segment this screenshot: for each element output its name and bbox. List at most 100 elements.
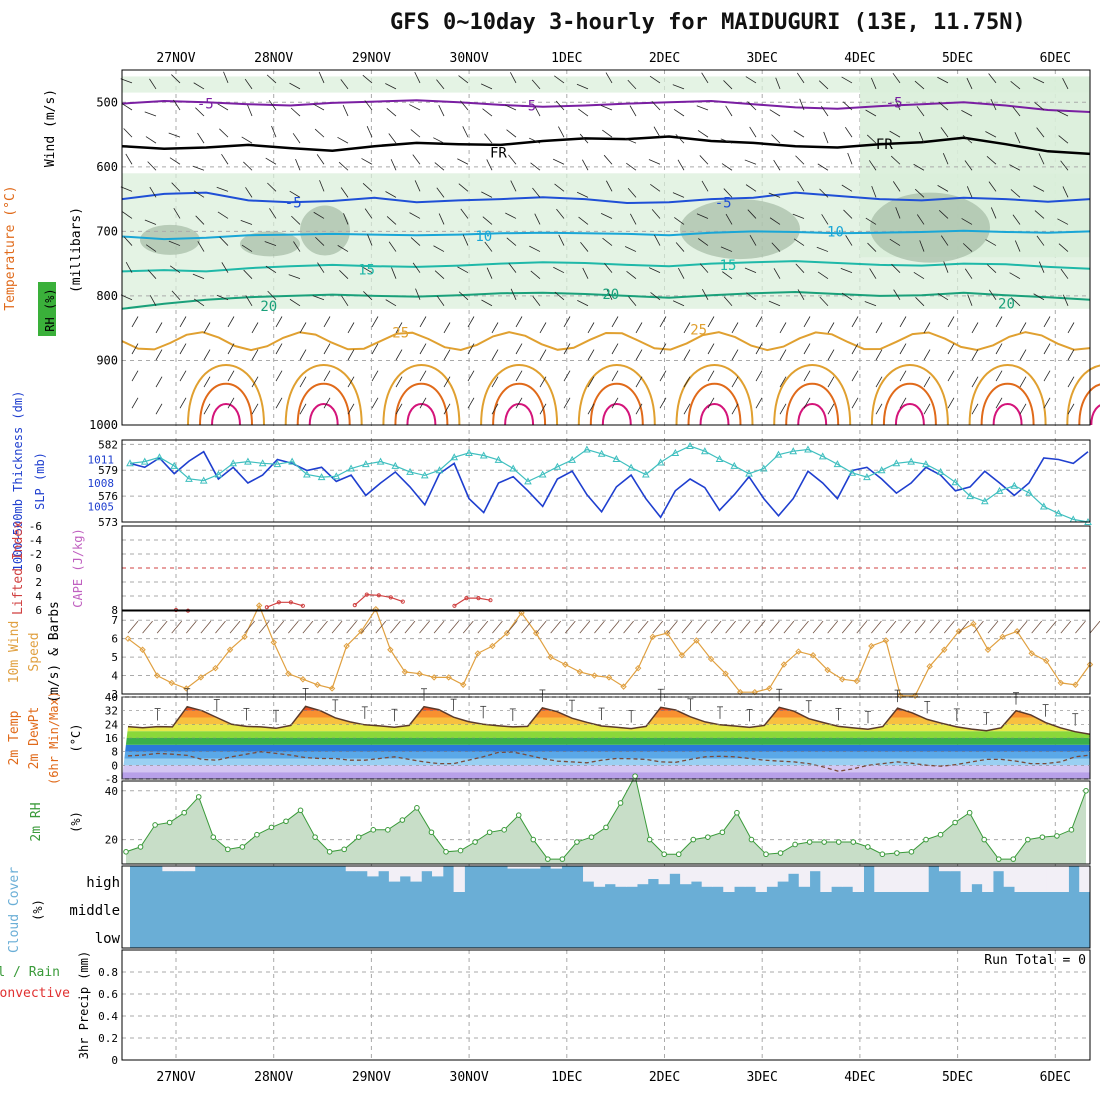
precip-tick-label: 0.8 xyxy=(98,966,118,979)
lifted-point xyxy=(364,592,369,597)
contour-label: -5 xyxy=(886,95,903,111)
wind-barb xyxy=(289,82,301,90)
wind-barb xyxy=(317,620,328,634)
wind-barb xyxy=(185,620,197,634)
wind-barb xyxy=(964,160,973,171)
wind-barb xyxy=(683,403,691,415)
wind-barb xyxy=(985,131,997,138)
wind-barb xyxy=(386,107,397,117)
wind-barb xyxy=(443,403,451,415)
wind-point xyxy=(474,650,482,657)
wind-barb xyxy=(891,263,901,273)
lifted-point xyxy=(288,600,293,605)
cloud-high-bar xyxy=(895,866,908,892)
wind-barb xyxy=(443,322,451,334)
isotherm-40-bump xyxy=(504,403,535,426)
wind-barb xyxy=(856,620,868,634)
isotherm-contour xyxy=(121,191,1091,205)
wind-barb xyxy=(962,134,973,144)
wind-barb xyxy=(221,262,229,273)
wind-barb xyxy=(875,376,883,388)
wind-barb xyxy=(961,110,973,117)
wind-barb xyxy=(651,100,661,111)
wind-barb xyxy=(1062,186,1069,198)
wind-barb xyxy=(723,80,733,90)
wind-barb xyxy=(535,620,547,634)
wind-barb xyxy=(142,620,153,634)
wind-barb xyxy=(947,343,955,355)
wind-barb xyxy=(783,620,795,634)
wind-barb xyxy=(486,267,493,279)
wind-barb xyxy=(371,397,379,409)
cloud-high-bar xyxy=(378,866,390,872)
wind-barb xyxy=(938,101,949,111)
wind-barb xyxy=(971,376,979,388)
thickness-point xyxy=(538,470,547,478)
wind-barb xyxy=(611,370,619,382)
wind-barb xyxy=(462,620,474,634)
wind-barb xyxy=(1043,397,1051,409)
wind-barb xyxy=(323,343,331,355)
cloud-high-bar xyxy=(367,866,379,877)
rh2m-point xyxy=(734,809,740,816)
wind-barb xyxy=(219,128,229,138)
wind-barb xyxy=(410,129,421,138)
wind-point xyxy=(911,692,919,700)
rh-shade-patch xyxy=(300,205,350,256)
wind-point xyxy=(430,674,438,681)
wind-barb xyxy=(515,397,523,409)
temp-color-band xyxy=(122,710,1090,718)
wind-barb xyxy=(913,271,925,280)
wind-barb xyxy=(539,349,547,361)
cloud-high-bar xyxy=(777,866,789,882)
wind-barb xyxy=(363,291,373,301)
wind-barb xyxy=(995,316,1003,328)
wind-barb xyxy=(673,108,685,117)
wind-barb xyxy=(244,620,255,634)
wind-barb xyxy=(217,103,229,111)
cloud-high-bar xyxy=(885,866,897,892)
wind-speed-line xyxy=(127,603,1091,697)
wind-barb xyxy=(258,620,270,634)
wind-barb xyxy=(390,159,397,171)
lifted-axis-label: Lifted Index xyxy=(11,521,26,615)
wind10-speed-label: Speed xyxy=(27,632,42,671)
wind-barb xyxy=(510,72,517,84)
wind-barb xyxy=(576,191,589,198)
wind-barb xyxy=(192,165,205,171)
wind-barb xyxy=(649,75,661,84)
wind-barb xyxy=(240,219,253,225)
cloud-high-bar xyxy=(529,866,541,869)
cloud-high-bar xyxy=(636,866,649,885)
isotherm-40-bump xyxy=(894,403,925,426)
wind10-axis-label: 10m Wind xyxy=(7,621,22,684)
cloud-high-bar xyxy=(766,866,778,887)
wind-barb xyxy=(947,370,955,382)
cloud-high-bar xyxy=(852,866,864,892)
isotherm-40-bump xyxy=(797,403,828,426)
wind-barb xyxy=(923,349,931,361)
t2m-unit-label: (°C) xyxy=(69,724,83,753)
wind-point xyxy=(897,692,904,700)
wind-barb xyxy=(827,403,835,415)
rh2m-point xyxy=(1054,833,1060,839)
wind-point xyxy=(649,633,656,641)
wind-barb xyxy=(203,376,211,388)
wind-barb xyxy=(1067,349,1075,361)
wind-barb xyxy=(624,246,637,252)
wind-barb xyxy=(923,403,931,415)
temp-tick-label: 8 xyxy=(111,746,118,759)
wind-barb xyxy=(361,266,373,274)
rh2m-point xyxy=(530,836,537,843)
thickness-tick-label: 573 xyxy=(98,516,118,529)
thickness-point xyxy=(347,464,355,472)
rh2m-point xyxy=(545,856,551,862)
wind-barb xyxy=(433,137,445,144)
wind-barb xyxy=(677,159,685,171)
wind-barb xyxy=(722,271,733,279)
rh2m-point xyxy=(763,851,769,858)
thickness-point xyxy=(936,467,945,475)
wind-barb xyxy=(707,343,715,355)
thickness-axis-label: 1000~500mb Thickness (dm) xyxy=(11,391,25,572)
wind-barb xyxy=(340,187,349,198)
